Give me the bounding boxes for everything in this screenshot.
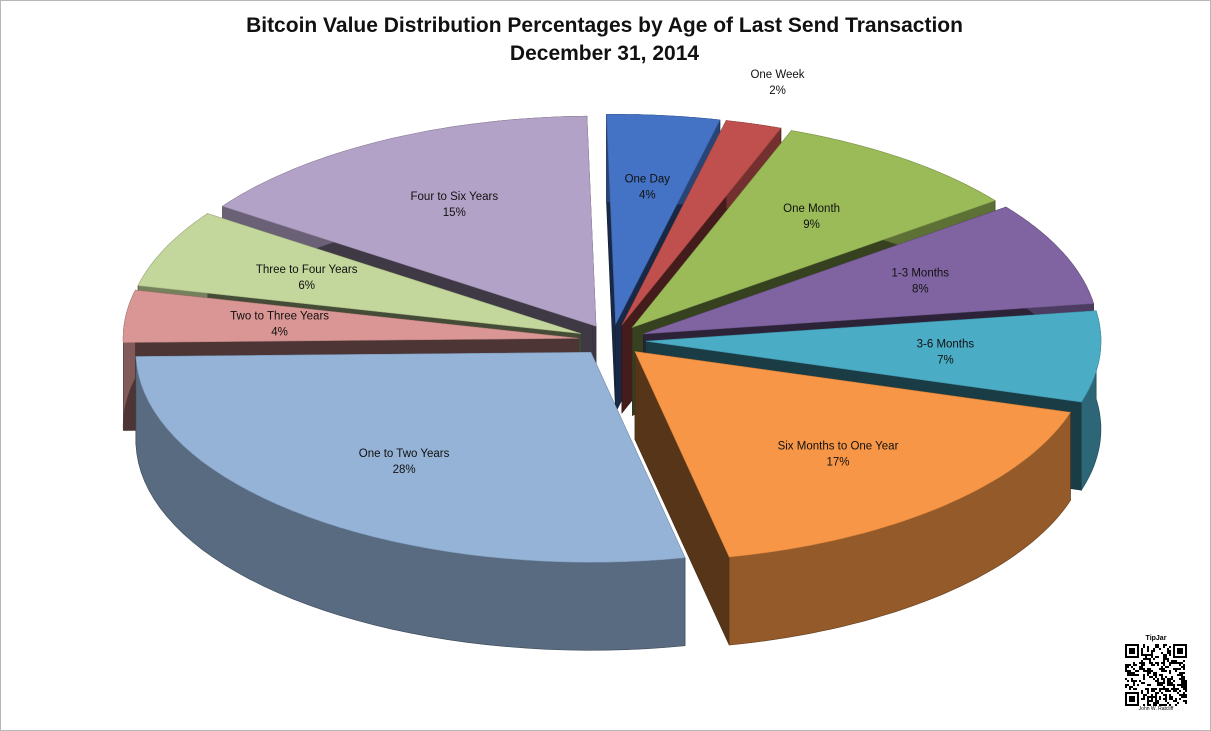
chart-title-block: Bitcoin Value Distribution Percentages b… — [0, 12, 1209, 68]
pie-slice — [135, 351, 686, 651]
slice-category-label: One to Two Years — [359, 448, 450, 460]
slice-value-label: 28% — [393, 464, 416, 476]
chart-subtitle: December 31, 2014 — [509, 42, 700, 65]
pie-slice-top — [137, 213, 582, 334]
pie-slice-top — [621, 120, 782, 326]
pie-slice-top — [606, 114, 721, 326]
pie-slice — [634, 351, 1071, 646]
slice-category-label: 3-6 Months — [917, 338, 975, 350]
slice-value-label: 6% — [298, 280, 315, 292]
pie-slice-top — [221, 115, 597, 327]
slice-category-label: One Week — [750, 69, 804, 81]
qr-caption: TipJar — [1145, 635, 1167, 642]
pie-slices — [122, 114, 1102, 651]
chart-title: Bitcoin Value Distribution Percentages b… — [246, 14, 963, 37]
slice-category-label: Two to Three Years — [230, 311, 329, 323]
pie-labels: One Day 4% One Week 2% One Month 9% 1-3 Months… — [230, 69, 974, 476]
slice-category-label: One Month — [783, 203, 840, 215]
slice-category-label: 1-3 Months — [892, 267, 950, 279]
slice-value-label: 7% — [937, 354, 954, 366]
slice-value-label: 4% — [639, 190, 656, 202]
slice-value-label: 15% — [443, 207, 466, 219]
pie-slice-top — [643, 206, 1094, 335]
slice-category-label: Four to Six Years — [411, 191, 499, 203]
qr-tipjar: TipJar John W. Ratcliff — [1120, 634, 1192, 720]
pie-slice-top — [135, 351, 686, 563]
slice-value-label: 8% — [912, 283, 929, 295]
qr-code-icon — [1125, 644, 1187, 706]
slice-category-label: Six Months to One Year — [778, 441, 899, 453]
pie-slice-top — [122, 289, 579, 343]
slice-value-label: 4% — [271, 327, 288, 339]
slice-value-label: 2% — [769, 85, 786, 97]
pie-slice-top — [645, 310, 1102, 403]
slice-value-label: 17% — [826, 457, 849, 469]
slice-category-label: Three to Four Years — [256, 264, 358, 276]
qr-author: John W. Ratcliff — [1138, 706, 1174, 712]
slice-category-label: One Day — [625, 174, 671, 186]
pie-slice-top — [634, 351, 1071, 558]
slice-value-label: 9% — [803, 219, 820, 231]
pie-slice-top — [631, 130, 996, 329]
